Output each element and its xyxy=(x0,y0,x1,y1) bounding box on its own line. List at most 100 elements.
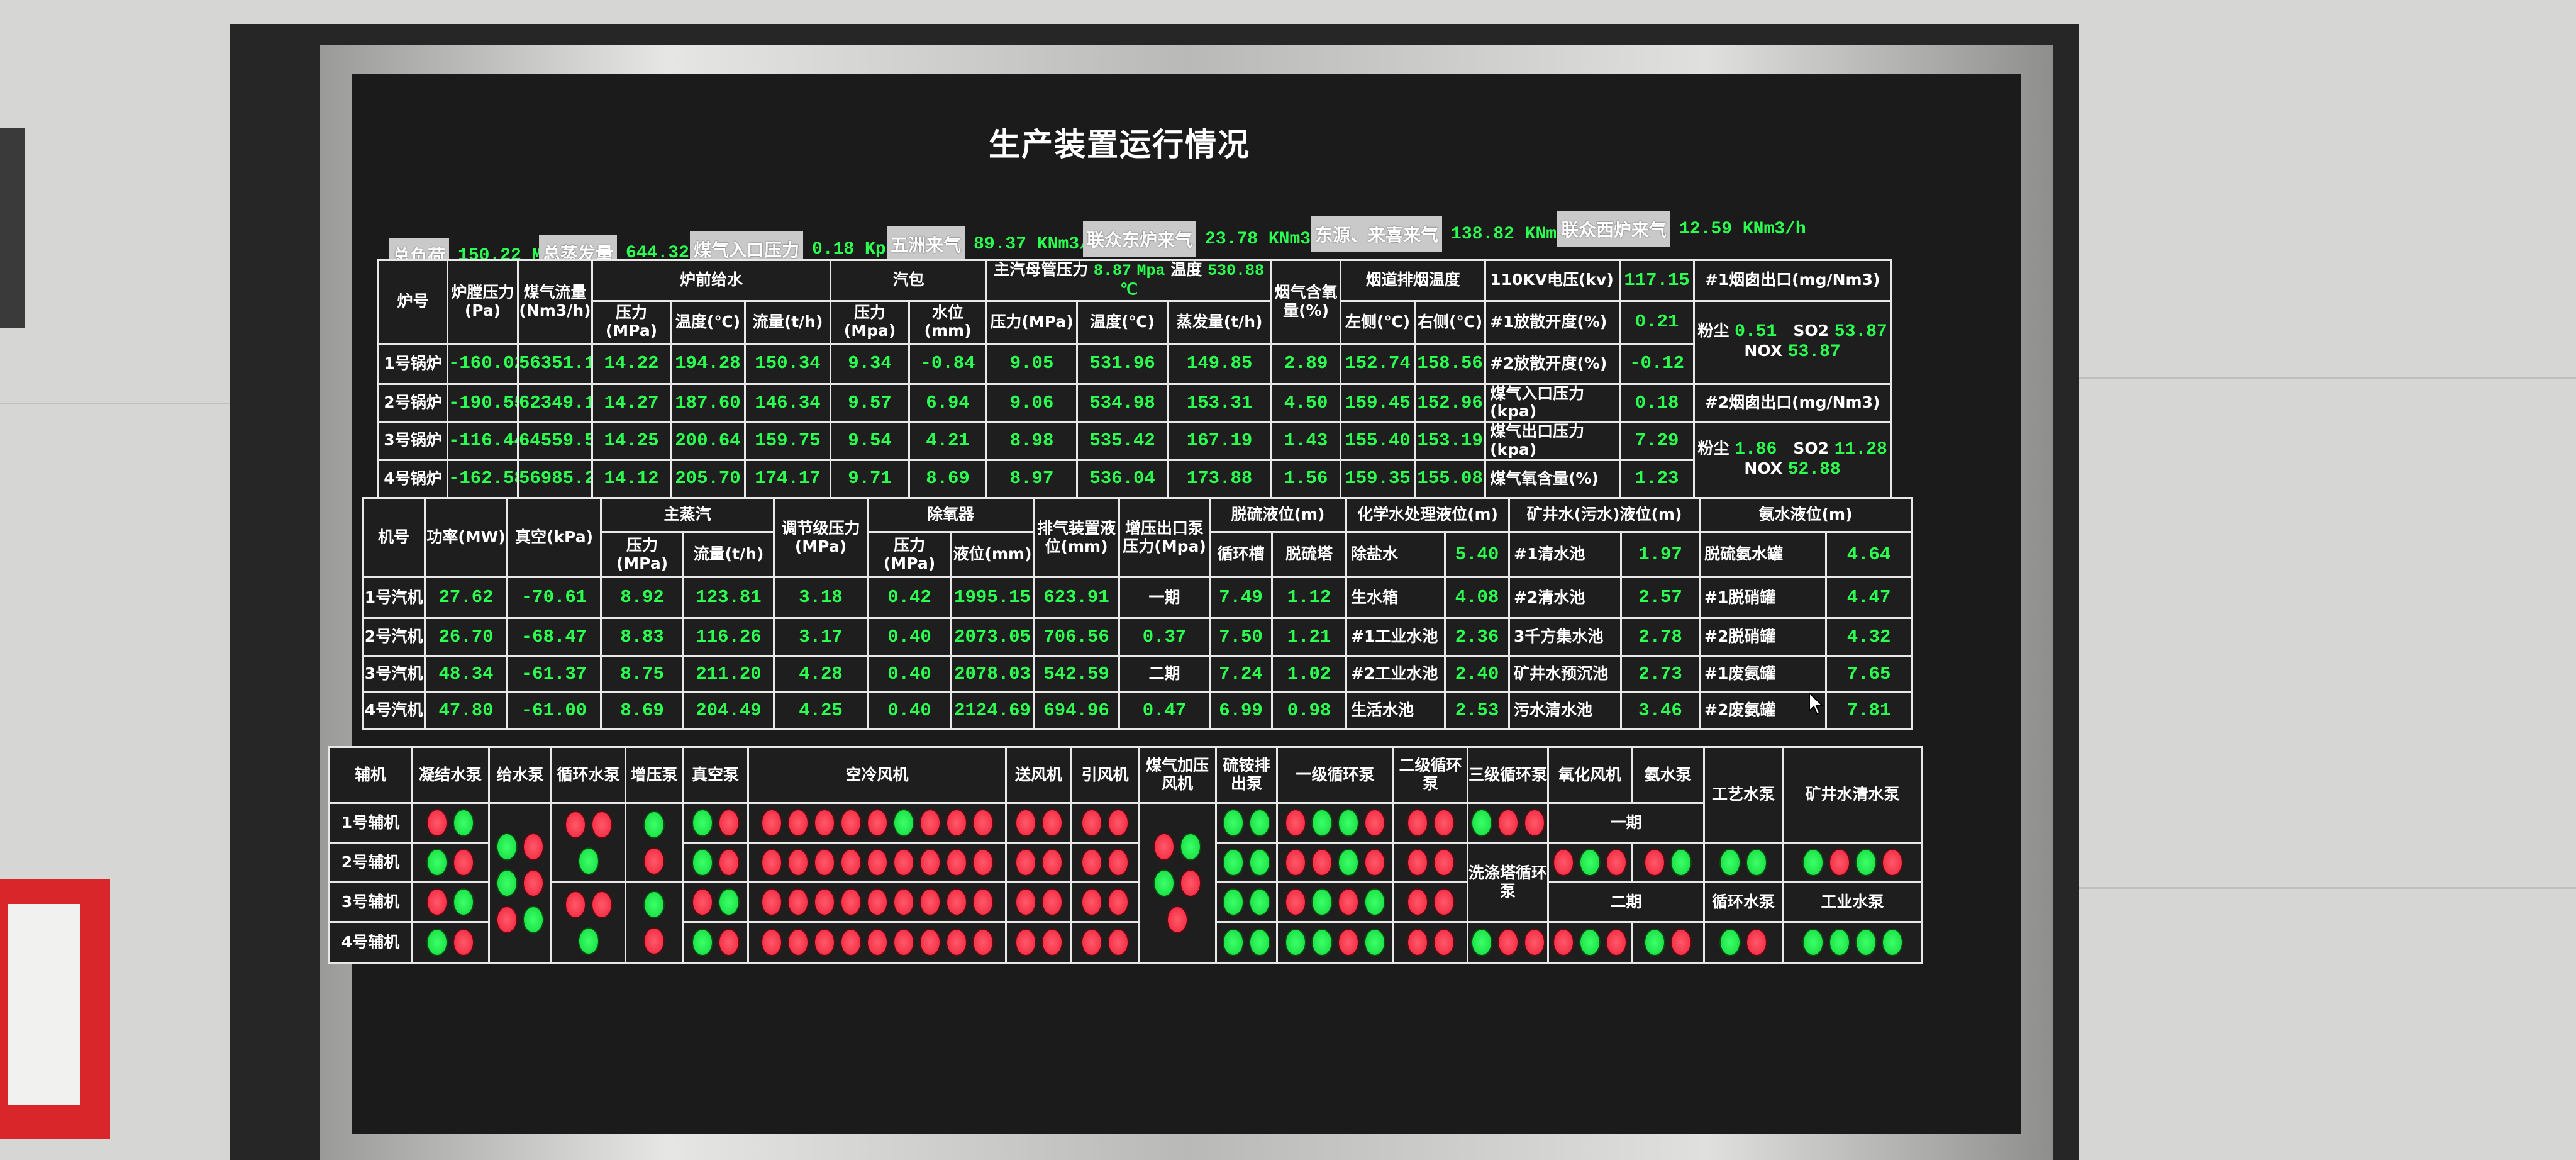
chem_water-value: 2.40 xyxy=(1444,655,1511,693)
cell-value: 8.69 xyxy=(600,691,684,730)
status-lamp-green xyxy=(691,849,713,876)
cell-value: 159.45 xyxy=(1340,382,1416,423)
aux-header: 氨水泵 xyxy=(1631,746,1705,804)
subheader: 流量(t/h) xyxy=(682,531,775,578)
table-row: 1号汽机 27.62 -70.61 8.92 123.81 3.18 0.42 1995.15… xyxy=(362,576,1913,619)
status-lamp-red xyxy=(866,849,888,876)
status-lamp-red xyxy=(718,809,740,837)
status-lamp-red xyxy=(840,929,862,956)
status-lamp-green xyxy=(691,929,713,956)
mine_water-label: #1清水池 xyxy=(1508,531,1623,578)
chem_water-label: #1工业水池 xyxy=(1345,617,1446,657)
lamp-stack xyxy=(628,890,681,955)
cell-value: 155.40 xyxy=(1340,421,1416,461)
status-lamp-red xyxy=(787,809,809,837)
industrial-water-pump-label: 工业水泵 xyxy=(1782,881,1923,923)
cell-value: 542.59 xyxy=(1033,655,1121,693)
mine_water-label: 矿井水预沉池 xyxy=(1508,655,1623,693)
aux-header: 引风机 xyxy=(1070,746,1140,804)
status-lamp-red xyxy=(760,809,782,837)
status-lamp-red xyxy=(1285,888,1306,916)
desulf-level: 1.21 xyxy=(1271,617,1348,657)
cell-value: 4.28 xyxy=(773,655,869,693)
subheader: 温度(℃) xyxy=(670,299,746,345)
so2-label: SO2 xyxy=(1793,438,1829,457)
summary-value: 23.78 KNm3/h xyxy=(1205,229,1332,249)
status-lamp-red xyxy=(1041,888,1063,916)
cell-value: 9.34 xyxy=(830,342,911,385)
status-lamp-green xyxy=(426,929,448,956)
status-lamp-red xyxy=(1644,849,1665,876)
status-lamp-red xyxy=(643,927,665,955)
lamp-row xyxy=(1470,929,1546,956)
status-lamp-red xyxy=(1180,869,1201,897)
status-lamp-green xyxy=(453,809,474,837)
condensate-pump-lamps xyxy=(411,881,490,923)
cell-value: 146.34 xyxy=(743,382,832,423)
status-lamp-red xyxy=(1014,888,1036,916)
status-lamp-red xyxy=(972,929,994,956)
status-lamp-green xyxy=(1881,929,1903,956)
wall-tile-seam xyxy=(0,403,352,404)
aux-header: 凝结水泵 xyxy=(411,746,490,804)
status-lamp-red xyxy=(1014,849,1036,876)
lamp-row xyxy=(1396,888,1466,916)
lamp-row xyxy=(1785,929,1921,956)
status-lamp-red xyxy=(1497,809,1519,837)
status-lamp-red xyxy=(1108,888,1129,916)
induced-draft-fan-lamps xyxy=(1070,921,1140,964)
vacuum-pump-lamps xyxy=(682,921,749,964)
cell-value: 8.83 xyxy=(600,617,684,657)
induced-draft-fan-lamps xyxy=(1070,802,1140,844)
induced-draft-fan-lamps xyxy=(1070,842,1140,883)
status-lamp-green xyxy=(1223,849,1244,876)
cell-value: 47.80 xyxy=(424,691,508,730)
lamp-row xyxy=(643,810,665,839)
status-lamp-green xyxy=(1719,849,1741,876)
header-exhaust-level: 排气装置液位(mm) xyxy=(1033,497,1121,578)
header-vacuum: 真空(kPa) xyxy=(506,497,602,578)
lamp-row xyxy=(414,809,487,837)
lamp-stack xyxy=(553,810,624,875)
lamp-row xyxy=(1470,809,1546,837)
turbine-table: 机号 功率(MW) 真空(kPa) 主蒸汽 调节级压力(MPa) 除氧器 排气装… xyxy=(362,497,1913,730)
status-lamp-red xyxy=(1285,809,1306,837)
stage3-pump-lamps xyxy=(1467,921,1549,964)
subheader: 液位(mm) xyxy=(950,531,1035,578)
lamp-row xyxy=(1218,929,1275,956)
summary-dongyuan-gas: 东源、来喜来气 138.82 KNm3/h xyxy=(1311,216,1588,252)
status-lamp-red xyxy=(1285,849,1306,876)
feedwater-pump-lamps xyxy=(488,802,552,964)
status-lamp-red xyxy=(1338,888,1359,916)
status-lamp-red xyxy=(1167,905,1188,934)
summary-label: 联众东炉来气 xyxy=(1083,221,1197,257)
cell-value: 194.28 xyxy=(670,342,746,385)
lamp-row xyxy=(1218,849,1275,876)
subheader: 压力(MPa) xyxy=(867,531,953,578)
aux-row-label: 3号辅机 xyxy=(328,881,413,923)
aux-row-label: 2号辅机 xyxy=(328,842,413,883)
status-lamp-green xyxy=(1249,809,1270,837)
steam-label: 主汽母管压力 xyxy=(994,260,1089,279)
cell-value: 204.49 xyxy=(682,691,775,730)
cell-value: -61.37 xyxy=(506,655,602,693)
aux-header: 三级循环泵 xyxy=(1467,746,1549,804)
lamp-row xyxy=(750,888,1004,916)
cell-value: 0.40 xyxy=(867,655,953,693)
ammonia-value: 7.65 xyxy=(1825,655,1913,693)
status-lamp-red xyxy=(1014,929,1036,956)
status-lamp-green xyxy=(1180,832,1201,861)
lamp-stack xyxy=(628,810,681,875)
lamp-row xyxy=(750,809,1004,837)
status-lamp-red xyxy=(866,888,888,916)
air-cooling-fan-lamps xyxy=(747,881,1007,923)
lamp-row xyxy=(750,849,1004,876)
status-lamp-green xyxy=(496,869,518,897)
circulating-pump-lamps xyxy=(550,881,626,964)
status-lamp-green xyxy=(1223,809,1244,837)
lamp-row xyxy=(564,810,613,839)
table-row: 2号汽机 26.70 -68.47 8.83 116.26 3.17 0.40 2073.05… xyxy=(362,617,1913,657)
status-lamp-red xyxy=(972,849,994,876)
phase2-label: 二期 xyxy=(1547,881,1705,923)
table-row: 2号锅炉-190.5562349.1014.27187.60146.349.57… xyxy=(377,382,1892,423)
